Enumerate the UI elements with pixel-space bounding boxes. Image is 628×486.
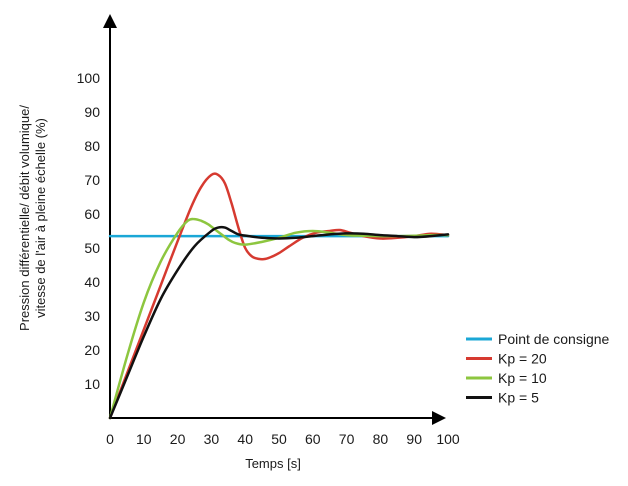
- y-axis-label: Pression différentielle/ débit volumique…: [17, 105, 48, 331]
- y-tick-label: 50: [84, 240, 100, 256]
- y-tick-labels: 10 20 30 40 50 60 70 80 90 100: [77, 70, 101, 392]
- y-axis-arrow: [103, 14, 117, 28]
- x-tick-labels: 0 10 20 30 40 50 60 70 80 90 100: [106, 431, 460, 447]
- x-tick-label: 60: [305, 431, 321, 447]
- x-tick-label: 20: [170, 431, 186, 447]
- y-axis-label-line-1: Pression différentielle/ débit volumique…: [17, 105, 32, 331]
- y-tick-label: 20: [84, 342, 100, 358]
- x-tick-label: 80: [373, 431, 389, 447]
- x-tick-label: 50: [271, 431, 287, 447]
- y-tick-label: 100: [77, 70, 101, 86]
- x-tick-label: 40: [237, 431, 253, 447]
- x-tick-label: 0: [106, 431, 114, 447]
- legend-label: Point de consigne: [498, 331, 610, 347]
- legend: Point de consigne Kp = 20 Kp = 10 Kp = 5: [466, 331, 610, 406]
- legend-label: Kp = 5: [498, 390, 539, 406]
- y-tick-label: 60: [84, 206, 100, 222]
- y-tick-label: 80: [84, 138, 100, 154]
- y-tick-label: 40: [84, 274, 100, 290]
- y-tick-label: 10: [84, 376, 100, 392]
- y-tick-label: 70: [84, 172, 100, 188]
- y-tick-label: 90: [84, 104, 100, 120]
- series: [108, 172, 450, 420]
- x-tick-label: 90: [406, 431, 422, 447]
- x-tick-label: 30: [204, 431, 220, 447]
- y-tick-label: 30: [84, 308, 100, 324]
- legend-label: Kp = 10: [498, 370, 547, 386]
- series-line-kp-10: [108, 217, 450, 420]
- series-line-kp-20: [108, 172, 450, 420]
- x-tick-label: 10: [136, 431, 152, 447]
- axes: [103, 14, 446, 425]
- x-axis-arrow: [432, 411, 446, 425]
- legend-label: Kp = 20: [498, 351, 547, 367]
- x-axis-label: Temps [s]: [245, 456, 301, 471]
- series-line-kp-5: [108, 225, 450, 420]
- y-axis-label-line-2: vitesse de l'air à pleine échelle (%): [33, 118, 48, 318]
- x-tick-label: 100: [436, 431, 460, 447]
- x-tick-label: 70: [339, 431, 355, 447]
